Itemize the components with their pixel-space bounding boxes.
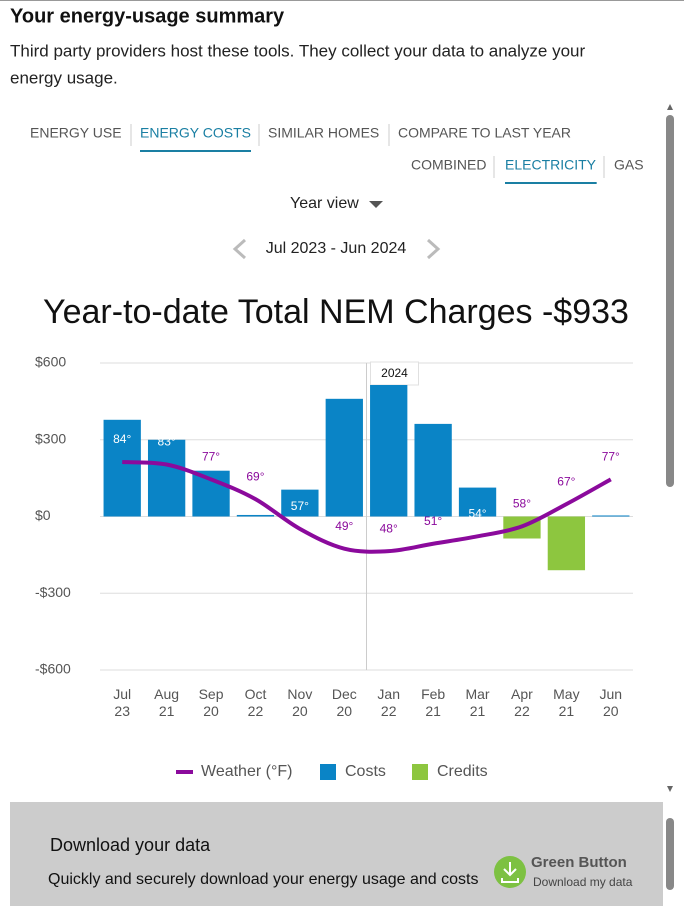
next-button[interactable] [426, 238, 441, 260]
bar [458, 487, 497, 517]
prev-button[interactable] [232, 238, 247, 260]
scrollbar-thumb[interactable] [666, 115, 674, 487]
x-tick-label: Jun 20 [600, 686, 623, 719]
scrollbar-thumb[interactable] [666, 818, 674, 890]
tab[interactable]: ENERGY COSTS [140, 125, 251, 141]
chart: $600 $300 $0 -$300 -$600 2024 Jul 23 Aug 21 Sep 20 O… [35, 354, 633, 780]
tab[interactable]: GAS [614, 157, 644, 173]
scroll-down[interactable] [667, 786, 673, 792]
y-tick-label: -$300 [35, 584, 71, 600]
header-title: Your energy-usage summary [10, 5, 285, 27]
tab[interactable]: SIMILAR HOMES [268, 125, 379, 141]
x-tick-label: May 21 [553, 686, 579, 719]
data-label: 51° [424, 514, 442, 528]
data-label: 67° [557, 474, 575, 488]
bar [147, 439, 186, 517]
header-description: energy usage. [10, 68, 118, 87]
tab[interactable]: COMBINED [411, 157, 486, 173]
x-tick-label: Nov 20 [287, 686, 312, 719]
dropdown-arrow[interactable] [369, 201, 383, 208]
x-tick-label: Mar 21 [465, 686, 489, 719]
date-range: Jul 2023 - Jun 2024 [266, 240, 407, 257]
x-tick-label: Jul 23 [113, 686, 131, 719]
y-tick-label: $300 [35, 430, 66, 446]
bar [370, 385, 408, 517]
data-label: 84° [113, 432, 131, 446]
green-button-subtitle[interactable]: Download my data [533, 875, 633, 889]
bar [325, 398, 363, 517]
annotation-box [370, 361, 419, 386]
legend-swatch [412, 764, 428, 780]
data-label: 49° [335, 519, 353, 533]
green-button-title[interactable]: Green Button [531, 854, 627, 871]
chart-title: Year-to-date Total NEM Charges -$933 [43, 293, 629, 331]
data-label: 83° [158, 435, 176, 449]
x-tick-label: Apr 22 [511, 686, 533, 719]
x-tick-label: Feb 21 [421, 686, 445, 719]
y-tick-label: $600 [35, 354, 66, 370]
x-tick-label: Jan 22 [377, 686, 400, 719]
bar [414, 423, 452, 517]
legend-label: Weather (°F) [201, 763, 292, 780]
view-selector[interactable]: Year view [290, 195, 359, 212]
legend-label: Costs [345, 763, 386, 780]
download-description: Quickly and securely download your energ… [48, 871, 478, 888]
x-tick-label: Sep 20 [199, 686, 224, 719]
data-label: 48° [380, 521, 398, 535]
data-label: 77° [202, 450, 220, 464]
bar [281, 489, 319, 517]
tab[interactable]: COMPARE TO LAST YEAR [398, 125, 571, 141]
header-description: Third party providers host these tools. … [10, 41, 585, 60]
download-icon [501, 862, 519, 883]
download-panel [10, 802, 663, 906]
tab[interactable]: ENERGY USE [30, 125, 122, 141]
annotation: 2024 [381, 366, 408, 380]
x-tick-label: Oct 22 [245, 686, 267, 719]
y-tick-label: $0 [35, 507, 51, 523]
data-label: 58° [513, 497, 531, 511]
data-label: 69° [246, 469, 264, 483]
x-tick-label: Dec 20 [332, 686, 357, 719]
data-label: 77° [602, 450, 620, 464]
line [122, 460, 612, 554]
bar [103, 419, 141, 517]
data-label: 57° [291, 499, 309, 513]
x-tick-label: Aug 21 [154, 686, 179, 719]
legend-swatch [320, 764, 336, 780]
download-title: Download your data [50, 835, 211, 855]
bar [547, 516, 586, 571]
tab[interactable]: ELECTRICITY [505, 157, 597, 173]
data-label: 54° [468, 506, 486, 520]
legend-label: Credits [437, 763, 488, 780]
scroll-up[interactable] [667, 104, 673, 110]
bar [236, 514, 275, 517]
bar [592, 515, 630, 517]
y-tick-label: -$600 [35, 661, 71, 677]
